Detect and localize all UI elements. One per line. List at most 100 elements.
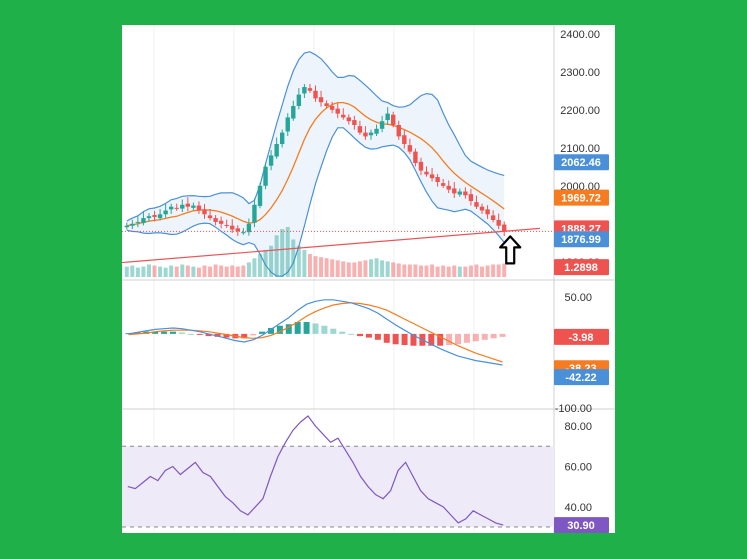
candle-body [429,174,435,179]
macd-histogram-bar [276,325,283,334]
macd-histogram-bar [267,327,274,334]
macd-line [128,299,503,366]
candle-body [318,97,324,103]
candle-body [463,191,468,196]
candle-body [496,220,501,226]
candle-body [207,215,213,219]
price-axis-tick: 2200.00 [560,105,600,117]
volume-bar [274,235,279,277]
macd-histogram-bar [410,333,417,346]
volume-bar [180,264,185,277]
trading-chart: 2400.002300.002200.002100.002000.001800.… [122,25,615,533]
candle-body [413,151,418,163]
candle-body [424,171,429,175]
candle-body [379,121,385,129]
volume-bar [291,239,296,277]
volume-bar [418,265,423,277]
volume-bar [313,256,318,277]
volume-bar [202,265,207,277]
volume-bar [385,261,390,277]
macd-histogram-bar [303,322,310,334]
macd-histogram-bar [481,333,488,340]
candle-body [285,117,290,132]
candle-body [435,177,440,182]
candle-body [152,215,157,217]
volume-bar [158,266,163,277]
volume-bar [391,262,396,277]
macd-value-label: -42.22 [565,372,596,384]
macd-histogram-bar [134,332,141,334]
candle-body [341,114,346,118]
candle-body [146,216,152,219]
candle-body [268,155,274,166]
candle-body [202,209,207,215]
candle-body [241,232,246,234]
volume-bar [485,265,490,277]
volume-bar [474,264,479,277]
volume-bar [208,266,213,277]
candle-body [485,209,490,215]
volume-bar [357,261,362,277]
candle-body [213,218,218,222]
macd-histogram-bar [392,333,399,345]
volume-bar [169,265,174,277]
macd-histogram-bar [223,333,230,338]
rsi-axis-tick: 60.00 [564,461,592,473]
candle-body [279,132,285,144]
candle-body [196,205,202,211]
macd-histogram-bar [205,333,212,337]
candle-body [396,125,401,137]
macd-histogram-bar [330,328,337,334]
volume-bar [491,264,496,277]
volume-label: 1.2898 [564,262,598,274]
candle-body [246,223,252,233]
volume-bar [413,264,418,277]
candle-body [474,202,479,207]
macd-histogram-bar [357,333,364,337]
volume-bar [369,259,374,277]
macd-histogram-bar [383,333,390,343]
candle-body [363,132,368,137]
candle-body [252,204,257,223]
candle-body [502,224,507,232]
volume-bar [174,266,179,277]
macd-histogram-bar [490,333,497,339]
volume-bar [219,265,224,277]
candle-body [124,225,129,228]
price-axis-tick: 2300.00 [560,67,600,79]
volume-bar [235,266,240,277]
macd-histogram-bar [169,331,176,334]
macd-histogram-bar [294,322,301,334]
candle-body [135,221,141,223]
candle-body [302,87,307,94]
candle-body [235,228,240,232]
candle-body [191,205,196,208]
macd-histogram-label: -3.98 [568,332,593,344]
volume-bar [441,265,446,277]
volume-bar [252,258,257,277]
volume-bar [296,245,301,277]
macd-histogram-bar [312,323,319,334]
volume-bar [335,260,340,277]
candle-body [180,204,185,209]
bollinger-lower-label: 1876.99 [561,234,601,246]
volume-bar [502,263,507,277]
candle-body [357,126,363,133]
macd-histogram-bar [161,331,168,334]
volume-bar [163,267,168,277]
bollinger-lower-badge [554,231,609,248]
volume-bar [185,265,190,277]
moving-average-line [126,101,505,227]
rsi-axis-tick: 40.00 [564,502,592,514]
rsi-axis-tick: 80.00 [564,421,592,433]
candle-body [174,207,179,209]
volume-bar [241,265,246,277]
macd-histogram-bar [499,333,506,337]
macd-histogram-bar [187,333,194,335]
macd-histogram-bar [463,333,470,343]
candle-body [391,114,396,125]
macd-histogram-bar [259,331,266,334]
volume-bar [363,260,368,277]
candle-body [407,145,413,152]
candle-body [440,183,446,186]
